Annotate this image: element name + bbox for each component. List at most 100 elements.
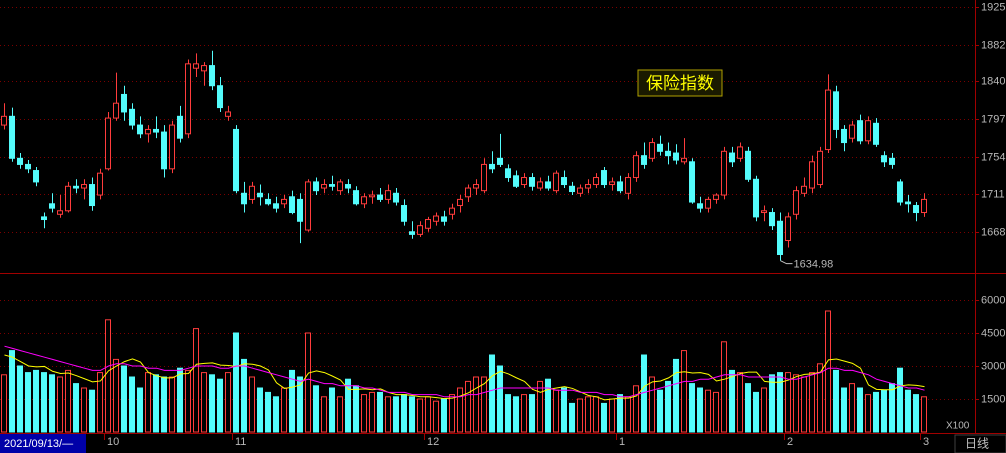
candle-body xyxy=(113,102,119,119)
candle-body xyxy=(417,225,423,235)
volume-bar xyxy=(297,376,303,433)
volume-bar xyxy=(857,387,863,433)
candle-body xyxy=(9,115,15,159)
low-leader xyxy=(780,260,793,265)
candle-body xyxy=(441,216,447,222)
candle-body xyxy=(425,219,431,229)
volume-bar xyxy=(833,369,839,433)
candle-body xyxy=(569,185,575,193)
volume-bar xyxy=(801,376,807,433)
candle-body xyxy=(345,184,351,189)
candle-body xyxy=(793,190,799,215)
volume-bar xyxy=(881,389,887,433)
candle-body xyxy=(681,157,687,163)
candle-body xyxy=(361,196,367,205)
x-tick-label: 12 xyxy=(427,436,439,448)
candle-body xyxy=(81,184,87,189)
volume-bar xyxy=(625,396,631,433)
y-tick-label: 1882 xyxy=(981,39,1005,51)
volume-bar xyxy=(873,391,879,433)
volume-bar xyxy=(761,387,767,433)
volume-ma-line xyxy=(4,345,925,398)
candle-body xyxy=(185,63,191,135)
candle-body xyxy=(777,220,783,256)
volume-bar xyxy=(609,398,615,433)
volume-bar xyxy=(769,374,775,433)
volume-bar xyxy=(153,374,159,433)
volume-bar xyxy=(657,389,663,433)
volume-bar xyxy=(649,376,655,433)
volume-bar xyxy=(825,310,831,433)
y-tick-label: 1925 xyxy=(981,1,1005,13)
candle-body xyxy=(753,178,759,218)
volume-bar xyxy=(537,380,543,433)
candle-body xyxy=(585,184,591,189)
volume-bar xyxy=(745,383,751,433)
candle-body xyxy=(881,155,887,163)
volume-bar xyxy=(145,372,151,433)
volume-bar xyxy=(513,396,519,433)
candle-body xyxy=(241,192,247,205)
candle-body xyxy=(865,120,871,142)
volume-bar xyxy=(97,372,103,433)
candle-body xyxy=(729,152,735,163)
candle-body xyxy=(529,177,535,187)
y-tick-label: 1840 xyxy=(981,75,1005,87)
candle-body xyxy=(513,175,519,187)
volume-bar xyxy=(361,394,367,433)
volume-bar xyxy=(377,391,383,433)
volume-bar xyxy=(841,387,847,433)
candle-body xyxy=(89,184,95,207)
candle-body xyxy=(65,185,71,212)
volume-bar xyxy=(289,369,295,433)
candle-body xyxy=(401,205,407,222)
volume-bar xyxy=(753,391,759,433)
candle-body xyxy=(785,216,791,242)
volume-ma-line xyxy=(4,354,925,401)
candle-body xyxy=(553,172,559,192)
candle-body xyxy=(921,198,927,214)
volume-bar xyxy=(305,332,311,433)
candle-body xyxy=(561,177,567,186)
y-tick-label: 45000 xyxy=(981,327,1006,339)
candle-body xyxy=(617,181,623,192)
volume-bar xyxy=(473,376,479,433)
candle-body xyxy=(353,190,359,205)
volume-bar xyxy=(705,389,711,433)
volume-bar xyxy=(865,394,871,433)
volume-bar xyxy=(369,391,375,433)
volume-bar xyxy=(273,396,279,433)
volume-bar xyxy=(617,394,623,433)
candle-body xyxy=(121,93,127,113)
volume-bar xyxy=(521,394,527,433)
volume-bar xyxy=(785,372,791,433)
candle-body xyxy=(665,150,671,157)
volume-unit: X100 xyxy=(946,421,970,432)
candle-body xyxy=(273,203,279,209)
volume-bar xyxy=(601,402,607,433)
y-tick-label: 1797 xyxy=(981,113,1005,125)
volume-bar xyxy=(225,372,231,433)
candle-body xyxy=(497,157,503,165)
volume-bar xyxy=(689,383,695,433)
volume-bar xyxy=(89,389,95,433)
candle-body xyxy=(33,170,39,183)
volume-bar xyxy=(673,358,679,433)
candle-body xyxy=(705,198,711,209)
y-tick-label: 1668 xyxy=(981,226,1005,238)
period-box[interactable] xyxy=(954,434,1006,453)
volume-bar xyxy=(385,396,391,433)
candle-body xyxy=(1,115,7,126)
volume-bar xyxy=(121,365,127,433)
volume-bar xyxy=(161,376,167,433)
volume-bar xyxy=(721,341,727,433)
volume-bar xyxy=(57,376,63,433)
candle-body xyxy=(697,203,703,209)
period-label[interactable]: 日线 xyxy=(965,437,989,451)
cursor-date: 2021/09/13/— xyxy=(4,438,73,450)
candle-body xyxy=(321,184,327,189)
volume-bar xyxy=(569,402,575,433)
candle-body xyxy=(913,205,919,214)
